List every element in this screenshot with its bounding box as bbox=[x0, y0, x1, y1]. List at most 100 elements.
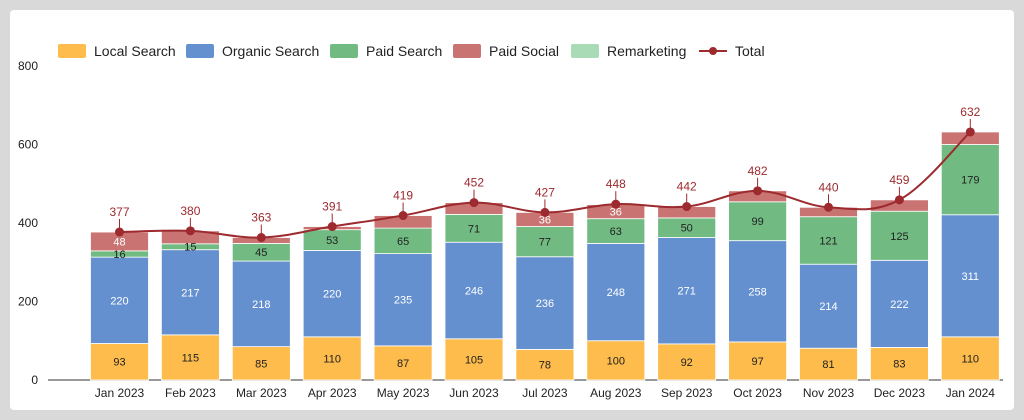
y-tick-label: 800 bbox=[18, 59, 38, 73]
data-label-organic-search: 217 bbox=[181, 287, 199, 299]
y-tick-label: 400 bbox=[18, 216, 38, 230]
legend-label-total: Total bbox=[735, 43, 765, 59]
data-label-paid-search: 45 bbox=[255, 247, 267, 259]
legend-item-local-search[interactable]: Local Search bbox=[58, 43, 186, 59]
total-point bbox=[894, 195, 904, 205]
data-label-local-search: 97 bbox=[751, 356, 763, 368]
data-label-paid-social: 36 bbox=[610, 207, 622, 219]
bar-segment-organic-search bbox=[940, 214, 1000, 338]
bar-segment-organic-search bbox=[728, 240, 787, 343]
total-point bbox=[965, 127, 975, 137]
bar-segment-paid-search bbox=[799, 216, 858, 265]
legend-label-local-search: Local Search bbox=[94, 43, 176, 59]
bar-segment-local-search bbox=[940, 336, 1000, 381]
bar-segment-organic-search bbox=[586, 243, 646, 342]
total-label: 380 bbox=[180, 204, 200, 218]
total-point bbox=[824, 202, 833, 212]
data-label-paid-search: 125 bbox=[890, 231, 908, 243]
legend-swatch-paid-search bbox=[330, 44, 358, 58]
bar-segment-local-search bbox=[444, 338, 504, 381]
data-label-local-search: 87 bbox=[397, 358, 409, 370]
x-tick-label: Jan 2023 bbox=[95, 386, 145, 400]
bar-segment-paid-search bbox=[870, 210, 929, 261]
data-label-organic-search: 220 bbox=[110, 295, 128, 307]
bar-segment-organic-search bbox=[231, 260, 291, 348]
bar-segment-local-search bbox=[870, 347, 929, 381]
data-label-paid-search: 16 bbox=[113, 249, 125, 261]
legend-swatch-local-search bbox=[58, 44, 86, 58]
data-label-organic-search: 222 bbox=[890, 299, 908, 311]
legend-item-paid-social[interactable]: Paid Social bbox=[453, 43, 571, 59]
data-label-organic-search: 246 bbox=[465, 286, 483, 298]
total-label: 448 bbox=[606, 177, 626, 191]
data-label-paid-search: 71 bbox=[468, 223, 480, 235]
bar-segment-paid-search bbox=[444, 213, 504, 243]
x-tick-label: May 2023 bbox=[377, 386, 430, 400]
legend-swatch-paid-social bbox=[453, 44, 481, 58]
legend-swatch-total bbox=[699, 44, 727, 58]
total-label: 427 bbox=[535, 185, 555, 199]
total-label: 442 bbox=[677, 180, 697, 194]
bar-segment-organic-search bbox=[90, 256, 149, 344]
total-point bbox=[115, 227, 124, 237]
data-label-paid-social: 48 bbox=[113, 236, 125, 248]
bar-segment-local-search bbox=[302, 336, 362, 381]
data-label-organic-search: 248 bbox=[607, 287, 625, 299]
bar-segment-local-search bbox=[231, 346, 291, 381]
legend-item-total[interactable]: Total bbox=[699, 43, 779, 59]
data-label-paid-search: 63 bbox=[610, 226, 622, 238]
data-label-paid-social: 36 bbox=[539, 214, 551, 226]
data-label-paid-search: 15 bbox=[184, 242, 196, 254]
legend-item-organic-search[interactable]: Organic Search bbox=[186, 43, 330, 59]
total-label: 419 bbox=[393, 189, 413, 203]
legend-swatch-organic-search bbox=[186, 44, 214, 58]
x-tick-label: Sep 2023 bbox=[661, 386, 713, 400]
data-label-local-search: 100 bbox=[607, 355, 625, 367]
total-point bbox=[611, 199, 621, 209]
bar-segment-local-search bbox=[373, 345, 433, 381]
x-tick-label: Jul 2023 bbox=[522, 386, 568, 400]
legend-label-organic-search: Organic Search bbox=[222, 43, 320, 59]
x-tick-label: Feb 2023 bbox=[165, 386, 216, 400]
legend-item-paid-search[interactable]: Paid Search bbox=[330, 43, 453, 59]
data-label-local-search: 105 bbox=[465, 354, 483, 366]
data-label-local-search: 115 bbox=[182, 352, 200, 364]
data-label-local-search: 83 bbox=[893, 359, 905, 371]
data-label-paid-search: 50 bbox=[681, 223, 693, 235]
data-label-organic-search: 220 bbox=[323, 289, 341, 301]
data-label-organic-search: 214 bbox=[819, 301, 837, 313]
legend-item-remarketing[interactable]: Remarketing bbox=[571, 43, 699, 59]
x-tick-label: Oct 2023 bbox=[733, 386, 782, 400]
y-tick-label: 600 bbox=[18, 138, 38, 152]
data-label-paid-search: 53 bbox=[326, 235, 338, 247]
data-label-local-search: 110 bbox=[962, 353, 980, 365]
legend-label-paid-social: Paid Social bbox=[489, 43, 560, 59]
data-label-local-search: 92 bbox=[681, 357, 693, 369]
data-label-paid-search: 65 bbox=[397, 236, 409, 248]
total-label: 632 bbox=[960, 105, 980, 119]
bar-segment-organic-search bbox=[373, 253, 433, 347]
bar-segment-local-search bbox=[586, 340, 646, 381]
x-tick-label: Nov 2023 bbox=[803, 386, 855, 400]
data-label-paid-search: 179 bbox=[961, 175, 979, 187]
data-label-organic-search: 311 bbox=[962, 271, 980, 283]
data-label-local-search: 85 bbox=[255, 358, 267, 370]
x-tick-label: Mar 2023 bbox=[236, 386, 287, 400]
bar-segment-local-search bbox=[657, 343, 717, 381]
total-point bbox=[540, 207, 550, 217]
total-label: 482 bbox=[748, 164, 768, 178]
data-label-local-search: 78 bbox=[539, 360, 551, 372]
x-tick-label: Jun 2023 bbox=[449, 386, 499, 400]
x-tick-label: Apr 2023 bbox=[308, 386, 357, 400]
bar-segment-paid-search bbox=[940, 144, 1000, 216]
x-tick-label: Dec 2023 bbox=[874, 386, 926, 400]
legend: Local Search Organic Search Paid Search … bbox=[58, 42, 779, 60]
total-label: 363 bbox=[251, 211, 271, 225]
total-label: 391 bbox=[322, 200, 342, 214]
data-label-organic-search: 236 bbox=[536, 298, 554, 310]
bar-segment-local-search bbox=[728, 341, 787, 381]
data-label-paid-search: 121 bbox=[819, 235, 837, 247]
data-label-organic-search: 235 bbox=[394, 295, 412, 307]
total-point bbox=[327, 222, 337, 232]
